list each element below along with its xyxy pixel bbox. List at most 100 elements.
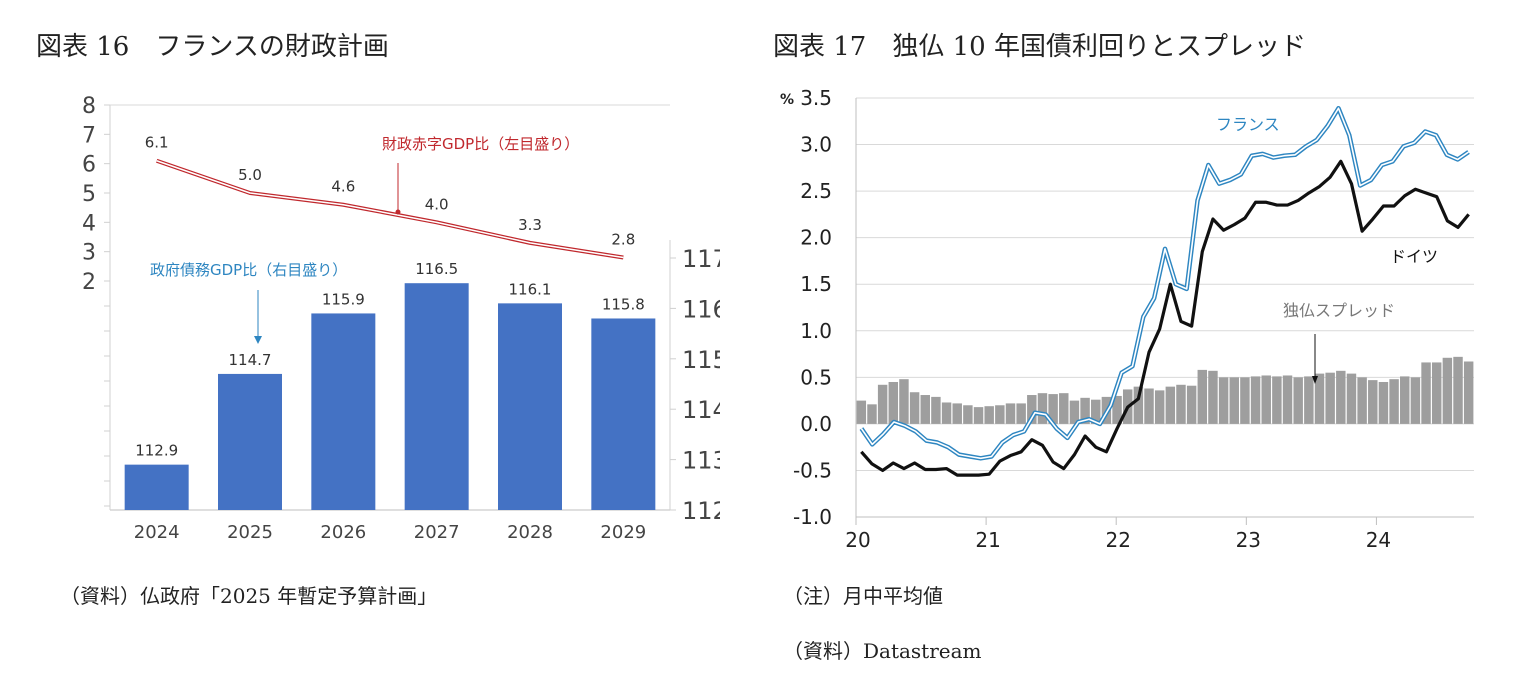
right-axis-tick: 115 (682, 346, 720, 374)
x-axis-tick-2028: 2028 (507, 522, 553, 543)
debt-bar-label: 116.5 (415, 260, 458, 278)
spread-bar (1336, 370, 1346, 424)
france-line-inner (860, 107, 1470, 460)
spread-bar (1091, 399, 1101, 424)
spread-bar (1069, 400, 1080, 424)
deficit-point-label: 6.1 (145, 134, 169, 152)
spread-bar (1346, 373, 1357, 424)
x-axis-tick-21: 21 (975, 528, 1000, 552)
left-axis-tick: 4 (82, 211, 96, 236)
spread-bar (1272, 376, 1282, 424)
x-axis-tick-22: 22 (1105, 528, 1130, 552)
figure16-source-note: （資料）仏政府「2025 年暫定予算計画」 (60, 584, 438, 608)
spread-bar (1208, 370, 1218, 424)
line-series-annotation: 財政赤字GDP比（左目盛り） (382, 135, 579, 153)
spread-bar (1016, 403, 1026, 424)
spread-bar (1005, 403, 1016, 424)
y-axis-tick: -0.5 (793, 458, 832, 482)
spread-bar (1037, 393, 1048, 424)
spread-annotation-arrowhead (1312, 376, 1318, 384)
bar-annotation-arrowhead (254, 336, 262, 344)
deficit-line-inner (156, 160, 624, 259)
spread-bar (1080, 397, 1090, 424)
spread-bar (877, 384, 888, 424)
spread-bar (963, 405, 973, 424)
figure16-title: 図表 16 フランスの財政計画 (36, 32, 389, 62)
spread-bar (1027, 395, 1037, 424)
spread-bar (1421, 362, 1431, 424)
spread-bar (1282, 375, 1293, 424)
deficit-point-label: 4.0 (425, 195, 449, 213)
germany-line (860, 159, 1470, 477)
left-axis-tick: 8 (82, 94, 96, 119)
spread-bar (1154, 390, 1165, 424)
spread-bar (888, 381, 899, 424)
spread-bar (920, 395, 930, 424)
spread-bar (1463, 361, 1474, 424)
right-axis-tick: 112 (682, 497, 720, 525)
spread-bar (856, 400, 867, 424)
debt-bar-2029 (591, 318, 656, 510)
x-axis-tick-2027: 2027 (414, 522, 460, 543)
left-axis-tick: 5 (82, 182, 96, 207)
figure17-title: 図表 17 独仏 10 年国債利回りとスプレッド (773, 32, 1306, 62)
spread-bar (1176, 384, 1186, 424)
x-axis-tick-2024: 2024 (134, 522, 180, 543)
spread-bar (1240, 377, 1250, 424)
spread-bar (1378, 381, 1389, 424)
spread-bar (1059, 393, 1069, 424)
spread-bar (1144, 388, 1154, 424)
debt-bar-label: 115.9 (322, 290, 365, 308)
spread-bar (1112, 395, 1122, 424)
right-axis-tick: 113 (682, 447, 720, 475)
spread-bar (1197, 369, 1208, 424)
debt-bar-2024 (124, 464, 189, 510)
debt-bar-label: 116.1 (509, 280, 552, 298)
spread-label: 独仏スプレッド (1283, 301, 1395, 320)
y-axis-tick: 1.0 (800, 319, 832, 343)
y-axis-tick: 2.5 (800, 179, 832, 203)
x-axis-tick-23: 23 (1236, 528, 1261, 552)
spread-bar (941, 402, 952, 424)
right-axis-tick: 117 (682, 245, 720, 273)
spread-bar (1442, 357, 1453, 424)
spread-bar (1389, 379, 1399, 424)
debt-bar-2027 (404, 283, 469, 510)
spread-bar (1410, 377, 1421, 424)
spread-bar (1218, 377, 1229, 424)
left-axis-tick: 7 (82, 123, 96, 148)
spread-bar (1314, 373, 1325, 424)
debt-bar-2026 (311, 313, 376, 510)
spread-bar (1368, 380, 1378, 424)
deficit-line-outer (156, 158, 624, 260)
spread-bar (909, 392, 920, 424)
y-axis-tick: 1.5 (800, 272, 832, 296)
spread-bar (1186, 385, 1197, 424)
spread-bar (899, 379, 909, 424)
spread-bar (931, 396, 941, 424)
y-axis-tick: 3.5 (800, 86, 832, 110)
figure17-source-note: （資料）Datastream (783, 639, 982, 663)
x-axis-tick-2025: 2025 (227, 522, 273, 543)
left-axis-tick: 6 (82, 153, 96, 178)
spread-bar (984, 406, 994, 424)
right-axis-tick: 114 (682, 396, 720, 424)
deficit-point-label: 3.3 (518, 216, 542, 234)
debt-bar-2025 (218, 373, 282, 510)
debt-bar-2028 (498, 303, 562, 510)
bar-series-annotation: 政府債務GDP比（右目盛り） (150, 261, 347, 279)
debt-bar-label: 115.8 (602, 295, 645, 313)
spread-bar (1250, 376, 1261, 424)
spread-bar (1357, 377, 1367, 424)
y-axis-tick: -1.0 (793, 505, 832, 529)
spread-bar (1453, 356, 1463, 424)
debt-bar-label: 114.7 (229, 351, 272, 369)
spread-bar (995, 405, 1005, 424)
x-axis-tick-2026: 2026 (320, 522, 366, 543)
spread-bar (1048, 394, 1058, 424)
deficit-point-label: 5.0 (238, 166, 262, 184)
spread-bar (1261, 375, 1271, 424)
y-axis-tick: 0.0 (800, 412, 832, 436)
yield-spread-chart: -1.0 -0.5 0.0 0.5 1.0 1.5 2.0 2.5 3.0 3.5% 20 21 22… (780, 86, 1474, 552)
y-axis-tick: 3.0 (800, 133, 832, 157)
